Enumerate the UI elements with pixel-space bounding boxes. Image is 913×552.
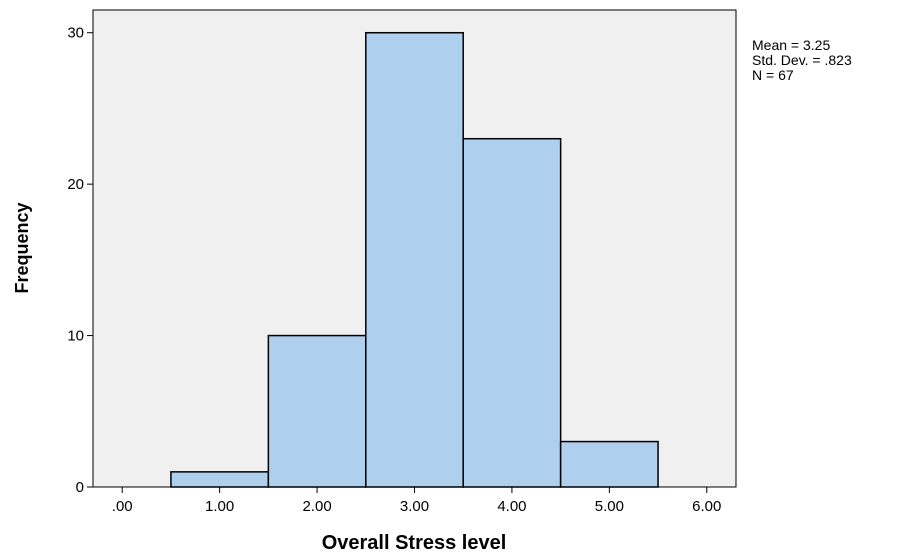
x-tick-label: 4.00: [497, 498, 526, 515]
y-tick-label: 0: [76, 479, 84, 496]
x-tick-label: 3.00: [400, 498, 429, 515]
x-axis: .00 1.00 2.00 3.00 4.00 5.00 6.00: [112, 487, 721, 515]
histogram-bar: [170, 471, 270, 488]
x-axis-title: Overall Stress level: [322, 532, 507, 552]
stats-mean: Mean = 3.25: [752, 37, 830, 53]
x-tick-label: 2.00: [302, 498, 331, 515]
y-tick-label: 10: [67, 328, 84, 345]
histogram-bar: [267, 334, 367, 488]
x-tick-label: 1.00: [205, 498, 234, 515]
y-tick-label: 30: [67, 25, 84, 42]
stats-std-dev: Std. Dev. = .823: [752, 52, 852, 68]
y-axis-title: Frequency: [12, 202, 32, 293]
histogram-bar: [365, 31, 464, 488]
x-tick-label: 6.00: [692, 498, 721, 515]
histogram-bar: [462, 137, 562, 488]
stats-n: N = 67: [752, 67, 794, 83]
stats-box: Mean = 3.25 Std. Dev. = .823 N = 67: [752, 37, 852, 83]
x-tick-label: .00: [112, 498, 133, 515]
x-tick-label: 5.00: [595, 498, 624, 515]
histogram-bar: [559, 440, 659, 488]
bars-group: [170, 31, 659, 488]
y-tick-label: 20: [67, 176, 84, 193]
y-axis: 0 10 20 30: [67, 25, 93, 496]
